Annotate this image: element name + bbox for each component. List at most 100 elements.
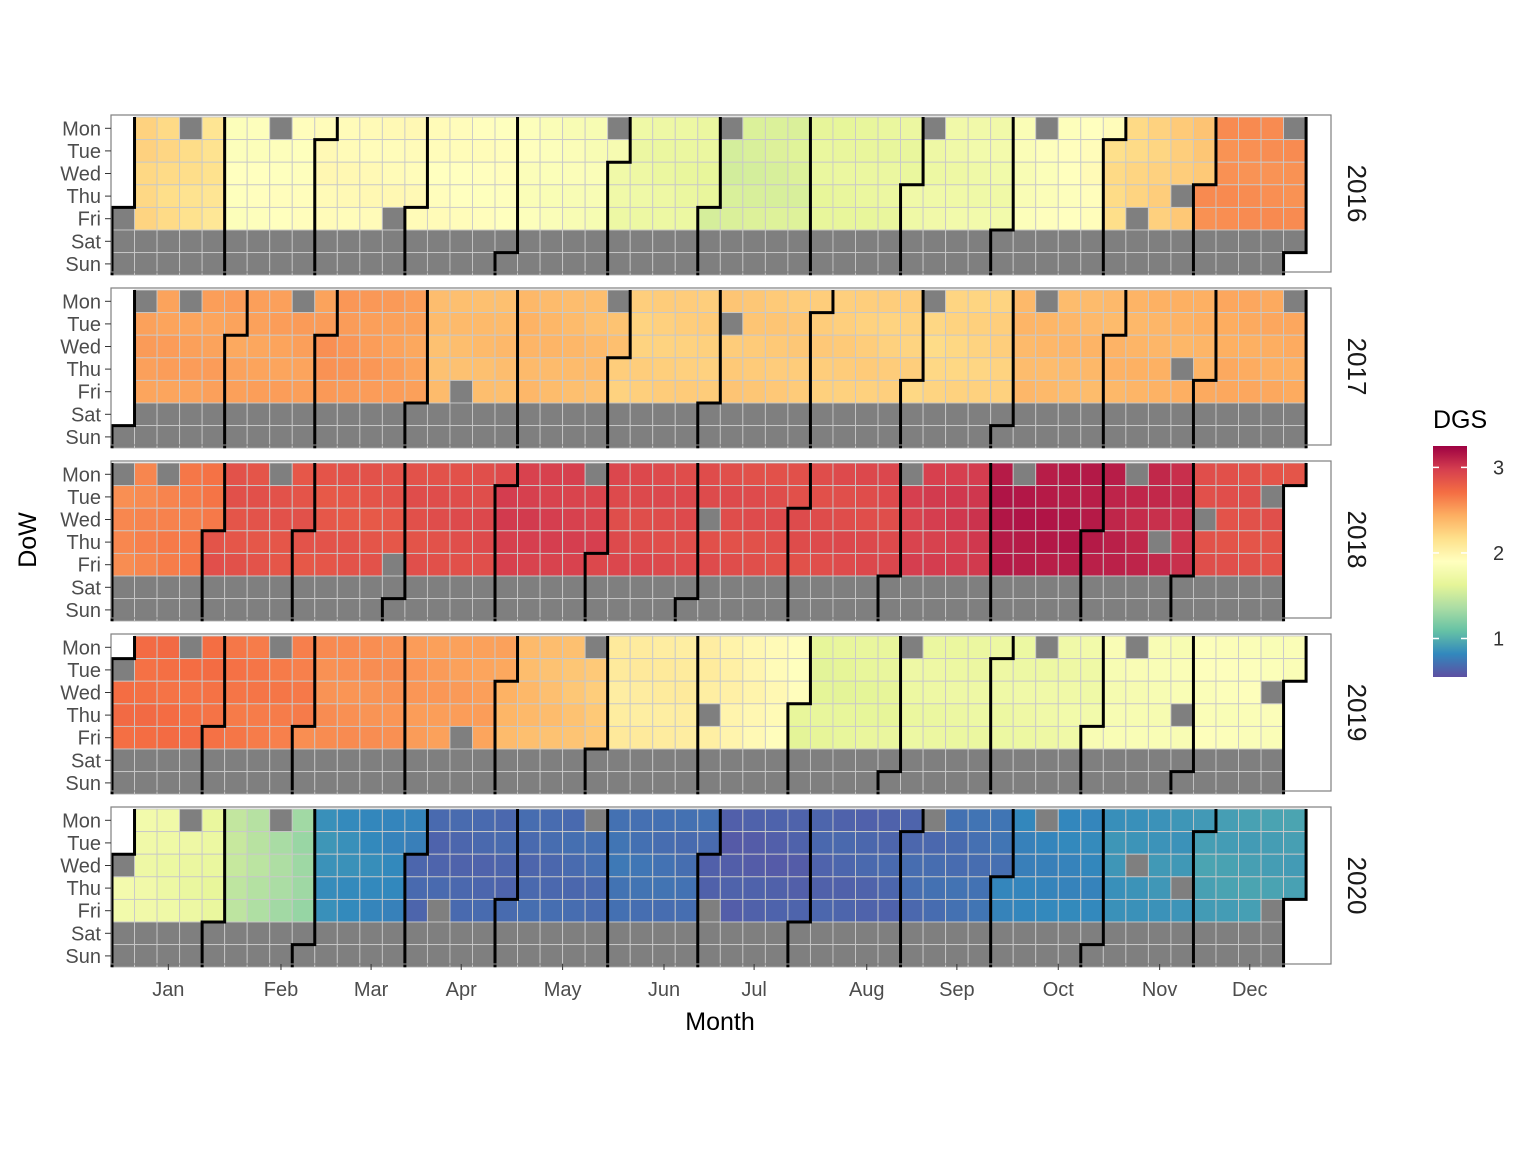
day-cell xyxy=(246,898,271,923)
day-cell xyxy=(607,485,631,509)
day-cell xyxy=(156,139,181,163)
day-cell xyxy=(359,748,383,773)
day-cell xyxy=(1192,831,1217,855)
day-cell xyxy=(1283,635,1307,660)
day-cell xyxy=(539,206,564,231)
day-cell xyxy=(359,725,383,750)
day-cell xyxy=(652,853,676,878)
day-cell xyxy=(1035,312,1059,336)
day-cell xyxy=(809,552,834,577)
day-cell xyxy=(449,116,473,141)
day-cell xyxy=(764,402,789,427)
day-cell xyxy=(584,658,609,682)
day-cell xyxy=(201,831,226,855)
day-cell xyxy=(1238,229,1262,254)
day-cell xyxy=(1238,853,1262,878)
day-cell xyxy=(517,312,541,336)
day-cell xyxy=(809,898,834,923)
day-cell xyxy=(607,379,631,404)
day-cell xyxy=(426,116,451,141)
day-cell xyxy=(134,139,158,163)
day-cell xyxy=(1170,139,1194,163)
day-cell xyxy=(1260,139,1285,163)
day-cell xyxy=(1147,808,1172,833)
day-cell xyxy=(584,575,609,600)
day-cell xyxy=(494,552,518,577)
day-cell xyxy=(967,289,992,314)
day-cell xyxy=(562,725,586,750)
day-cell xyxy=(697,725,721,750)
month-boundary xyxy=(380,463,407,622)
day-cell xyxy=(494,161,518,186)
day-cell xyxy=(539,507,564,532)
day-cell xyxy=(855,379,879,404)
day-cell xyxy=(922,808,947,833)
day-cell xyxy=(967,703,992,727)
day-cell xyxy=(224,808,248,833)
day-cell xyxy=(224,357,248,381)
day-cell xyxy=(224,921,248,946)
day-cell xyxy=(517,530,541,554)
day-cell xyxy=(967,530,992,554)
day-cell xyxy=(742,635,766,660)
day-cell xyxy=(426,575,451,600)
day-cell xyxy=(359,334,383,359)
day-cell xyxy=(1057,379,1082,404)
day-cell xyxy=(539,658,564,682)
day-cell xyxy=(1080,206,1104,231)
day-cell xyxy=(156,658,181,682)
day-cell xyxy=(246,402,271,427)
day-cell xyxy=(426,507,451,532)
day-cell xyxy=(1215,334,1239,359)
day-cell xyxy=(1080,680,1104,705)
day-cell xyxy=(539,379,564,404)
day-cell xyxy=(967,575,992,600)
cells-2017 xyxy=(111,289,1307,449)
day-cell xyxy=(1215,507,1239,532)
y-tick-label: Thu xyxy=(67,532,101,554)
day-cell xyxy=(1035,289,1059,314)
day-cell xyxy=(1035,161,1059,186)
day-cell xyxy=(381,575,406,600)
day-cell xyxy=(1125,808,1149,833)
day-cell xyxy=(336,334,361,359)
day-cell xyxy=(719,184,744,208)
day-cell xyxy=(1283,853,1307,878)
day-cell xyxy=(832,921,856,946)
day-cell xyxy=(404,703,428,727)
day-cell xyxy=(381,462,406,487)
day-cell xyxy=(584,725,609,750)
day-cell xyxy=(1170,402,1194,427)
month-boundary xyxy=(110,290,137,449)
day-cell xyxy=(855,853,879,878)
day-cell xyxy=(1080,334,1104,359)
day-cell xyxy=(584,853,609,878)
day-cell xyxy=(134,898,158,923)
x-tick-label: May xyxy=(544,979,582,1001)
day-cell xyxy=(426,853,451,878)
day-cell xyxy=(562,898,586,923)
day-cell xyxy=(809,680,834,705)
day-cell xyxy=(201,184,226,208)
day-cell xyxy=(1012,139,1037,163)
day-cell xyxy=(449,703,473,727)
day-cell xyxy=(809,357,834,381)
month-boundary xyxy=(403,117,429,276)
day-cell xyxy=(1057,725,1082,750)
day-cell xyxy=(1080,876,1104,900)
day-cell xyxy=(291,876,316,900)
month-boundary xyxy=(313,117,339,276)
day-cell xyxy=(1012,289,1037,314)
day-cell xyxy=(809,530,834,554)
day-cell xyxy=(1260,289,1285,314)
day-cell xyxy=(719,206,744,231)
day-cell xyxy=(156,853,181,878)
day-cell xyxy=(1215,357,1239,381)
day-cell xyxy=(111,552,135,577)
month-outlines-2020 xyxy=(110,809,1308,968)
day-cell xyxy=(877,703,902,727)
day-cell xyxy=(1170,658,1194,682)
day-cell xyxy=(494,229,518,254)
day-cell xyxy=(1192,402,1217,427)
day-cell xyxy=(809,334,834,359)
